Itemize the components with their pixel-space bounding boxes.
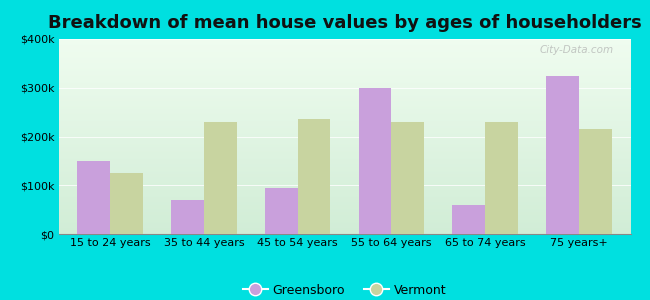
Bar — [110, 173, 143, 234]
Bar — [171, 200, 204, 234]
Bar — [298, 119, 330, 234]
Bar — [359, 88, 391, 234]
Text: City-Data.com: City-Data.com — [540, 45, 614, 55]
Title: Breakdown of mean house values by ages of householders: Breakdown of mean house values by ages o… — [47, 14, 642, 32]
Bar — [204, 122, 237, 234]
Bar — [77, 161, 110, 234]
Bar — [452, 205, 485, 234]
Bar — [265, 188, 298, 234]
Bar — [391, 122, 424, 234]
Legend: Greensboro, Vermont: Greensboro, Vermont — [237, 279, 452, 300]
Bar — [485, 122, 518, 234]
Bar — [579, 129, 612, 234]
Bar — [546, 76, 579, 234]
